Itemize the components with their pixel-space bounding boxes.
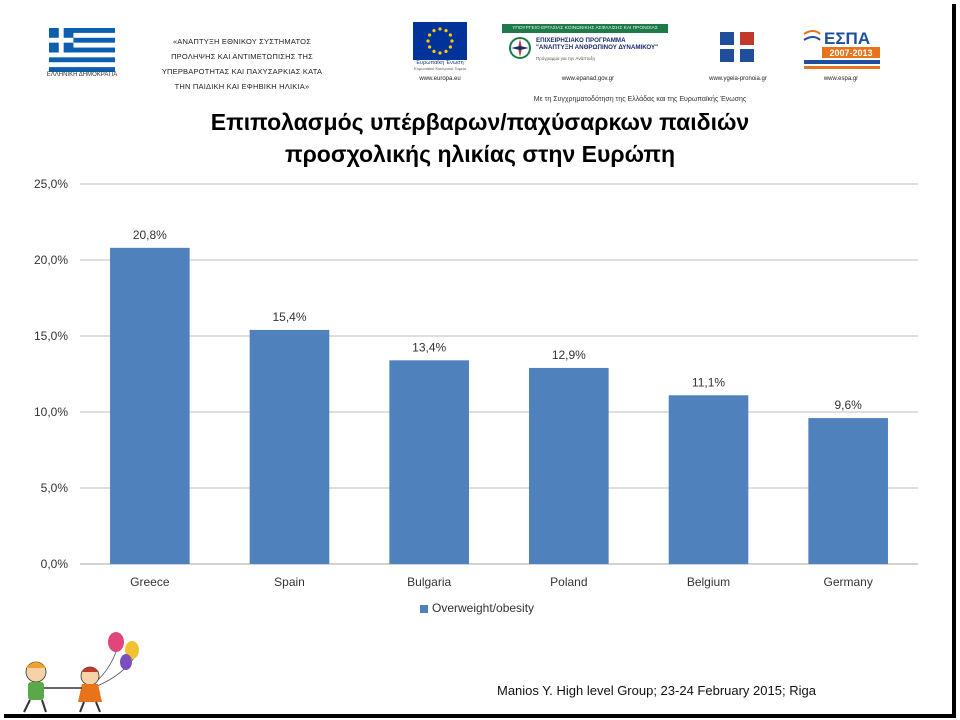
y-tick-label: 20,0% xyxy=(34,253,68,267)
bar-spain xyxy=(249,329,330,564)
x-tick-label: Belgium xyxy=(687,575,730,589)
health-ministry-logo-icon xyxy=(718,30,758,64)
children-with-balloons-illustration xyxy=(23,632,139,713)
data-label: 12,9% xyxy=(552,348,586,362)
eu-star xyxy=(426,39,430,43)
eu-url: www.europa.eu xyxy=(419,76,461,82)
espa-logo-icon: ΕΣΠΑ 2007-2013 xyxy=(803,29,880,69)
ep-program-label: ΕΠΙΧΕΙΡΗΣΙΑΚΟ ΠΡΟΓΡΑΜΜΑ xyxy=(536,37,626,44)
eu-star xyxy=(428,33,432,37)
cofunding-note: Με τη Συγχρηματοδότηση της Ελλάδας και τ… xyxy=(533,96,747,103)
slide-title-line: προσχολικής ηλικίας στην Ευρώπη xyxy=(284,141,676,167)
compass-icon xyxy=(509,37,531,59)
eu-flag-icon xyxy=(413,22,467,60)
espa-years-text: 2007-2013 xyxy=(829,48,872,58)
ep-ministry-banner: ΥΠΟΥΡΓΕΙΟ ΕΡΓΑΣΙΑΣ ΚΟΙΝΩΝΙΚΗΣ ΑΣΦΑΛΙΣΗΣ … xyxy=(502,24,668,33)
bar-greece xyxy=(110,247,190,564)
program-title: «ΑΝΑΠΤΥΞΗ ΕΘΝΙΚΟΥ ΣΥΣΤΗΜΑΤΟΣ ΠΡΟΛΗΨΗΣ ΚΑ… xyxy=(142,34,342,94)
ep-program-name: "ΑΝΑΠΤΥΞΗ ΑΝΘΡΩΠΙΝΟΥ ΔΥΝΑΜΙΚΟΥ" xyxy=(536,44,659,51)
slide-frame xyxy=(4,4,956,718)
data-label: 20,8% xyxy=(133,228,167,242)
source-citation: Manios Y. High level Group; 23-24 Februa… xyxy=(497,683,816,698)
eu-star xyxy=(438,27,442,31)
program-title-line: «ΑΝΑΠΤΥΞΗ ΕΘΝΙΚΟΥ ΣΥΣΤΗΜΑΤΟΣ xyxy=(172,37,312,46)
legend-label: Overweight/obesity xyxy=(432,601,535,615)
y-tick-label: 10,0% xyxy=(34,405,68,419)
legend-swatch xyxy=(420,605,428,613)
bar-bulgaria xyxy=(389,360,469,564)
eu-star xyxy=(438,51,442,55)
ep-url: www.epanad.gov.gr xyxy=(561,76,615,82)
greek-flag-icon xyxy=(49,28,115,72)
eu-star xyxy=(432,49,436,53)
bar-chart: 0,0% 5,0% 10,0% 15,0% 20,0% 25,0% 20,8% Greece 1… xyxy=(34,177,918,589)
eu-star xyxy=(428,45,432,49)
y-tick-label: 0,0% xyxy=(41,557,69,571)
data-label: 9,6% xyxy=(834,398,862,412)
eu-label: Ευρωπαϊκή Ένωση Ευρωπαϊκό Κοινωνικό Ταμε… xyxy=(406,60,474,72)
eu-star xyxy=(432,29,436,33)
bar-germany xyxy=(808,418,888,564)
program-title-line: ΤΗΝ ΠΑΙΔΙΚΗ ΚΑΙ ΕΦΗΒΙΚΗ ΗΛΙΚΙΑ» xyxy=(174,82,310,91)
program-title-line: ΥΠΕΡΒΑΡΟΤΗΤΑΣ ΚΑΙ ΠΑΧΥΣΑΡΚΙΑΣ ΚΑΤΑ xyxy=(161,67,323,76)
data-label: 15,4% xyxy=(272,310,306,324)
x-tick-label: Spain xyxy=(274,575,305,589)
data-label: 13,4% xyxy=(412,340,446,354)
header-logos: ΕΛΛΗΝΙΚΗ ΔΗΜΟΚΡΑΤΙΑ «ΑΝΑΠΤΥΞΗ ΕΘΝΙΚΟΥ ΣΥ… xyxy=(0,0,960,110)
x-tick-label: Poland xyxy=(550,575,587,589)
y-tick-label: 15,0% xyxy=(34,329,68,343)
y-tick-label: 5,0% xyxy=(41,481,69,495)
x-tick-label: Greece xyxy=(130,575,170,589)
slide-title-line: Επιπολασμός υπέρβαρων/παχύσαρκων παιδιών xyxy=(210,109,750,135)
eu-star xyxy=(444,49,448,53)
bar-belgium xyxy=(668,395,749,564)
greek-republic-label: ΕΛΛΗΝΙΚΗ ΔΗΜΟΚΡΑΤΙΑ xyxy=(46,72,118,78)
eu-star xyxy=(444,29,448,33)
espa-url: www.espa.gr xyxy=(823,76,859,82)
x-tick-label: Bulgaria xyxy=(407,575,451,589)
health-url: www.ygeia-pronoia.gr xyxy=(709,76,767,82)
eu-sublabel-text: Ευρωπαϊκό Κοινωνικό Ταμείο xyxy=(414,66,466,71)
ep-sub: Πρόγραμμα για την Ανάπτυξη xyxy=(536,56,596,61)
espa-title-text: ΕΣΠΑ xyxy=(824,29,870,48)
ep-program-text: ΕΠΙΧΕΙΡΗΣΙΑΚΟ ΠΡΟΓΡΑΜΜΑ "ΑΝΑΠΤΥΞΗ ΑΝΘΡΩΠ… xyxy=(536,37,672,51)
y-tick-label: 25,0% xyxy=(34,177,68,191)
slide-title: Επιπολασμός υπέρβαρων/παχύσαρκων παιδιών… xyxy=(100,106,860,170)
data-label: 11,1% xyxy=(692,375,725,389)
bar-poland xyxy=(529,367,609,564)
eu-star xyxy=(448,33,452,37)
eu-star xyxy=(448,45,452,49)
eu-label-text: Ευρωπαϊκή Ένωση xyxy=(416,60,464,66)
x-tick-label: Germany xyxy=(823,575,872,589)
program-title-line: ΠΡΟΛΗΨΗΣ ΚΑΙ ΑΝΤΙΜΕΤΩΠΙΣΗΣ ΤΗΣ xyxy=(171,52,313,61)
eu-star xyxy=(450,39,454,43)
